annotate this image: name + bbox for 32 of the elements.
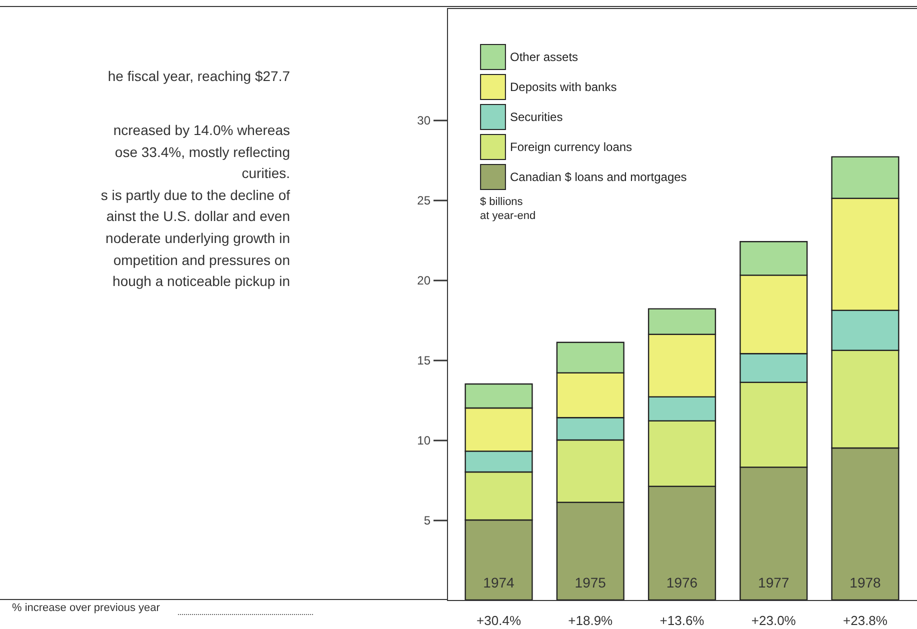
y-tick-label: 25	[417, 194, 431, 208]
x-tick-label: 1975	[574, 574, 606, 590]
text: curities.	[240, 165, 290, 182]
y-tick-label: 10	[417, 434, 431, 448]
text: ose 33.4%, mostly reflecting	[114, 144, 290, 160]
x-tick-label: 1976	[666, 574, 698, 590]
text: ompetition and pressures on	[112, 252, 290, 268]
legend-label: Other assets	[510, 50, 578, 64]
text: noderate underlying growth in	[104, 230, 290, 246]
y-axis-title: $ billions at year-end	[480, 196, 536, 222]
text: +30.4%	[476, 613, 522, 628]
text: +13.6%	[660, 613, 705, 628]
text: % increase over previous year	[12, 602, 160, 614]
x-tick-label: 1978	[850, 574, 882, 590]
text: +23.8%	[843, 613, 888, 628]
x-tick-label: 1974	[483, 574, 515, 590]
y-tick-label: 30	[417, 114, 431, 128]
legend-label: Deposits with banks	[510, 80, 617, 94]
legend-label: Foreign currency loans	[510, 140, 632, 154]
y-tick-label: 20	[417, 274, 431, 288]
text: +23.0%	[751, 613, 796, 628]
text: ncreased by 14.0% whereas	[112, 122, 290, 138]
x-tick-label: 1977	[758, 574, 790, 590]
text: ainst the U.S. dollar and even	[105, 208, 290, 224]
text: he fiscal year, reaching $27.7	[106, 68, 290, 84]
legend-label: Securities	[510, 110, 563, 124]
text: +18.9%	[568, 613, 614, 628]
legend-label: Canadian $ loans and mortgages	[510, 170, 687, 184]
y-tick-label: 15	[417, 354, 431, 368]
y-tick-label: 5	[424, 514, 431, 528]
text: hough a noticeable pickup in	[112, 273, 290, 290]
text: s is partly due to the decline of	[100, 186, 290, 203]
